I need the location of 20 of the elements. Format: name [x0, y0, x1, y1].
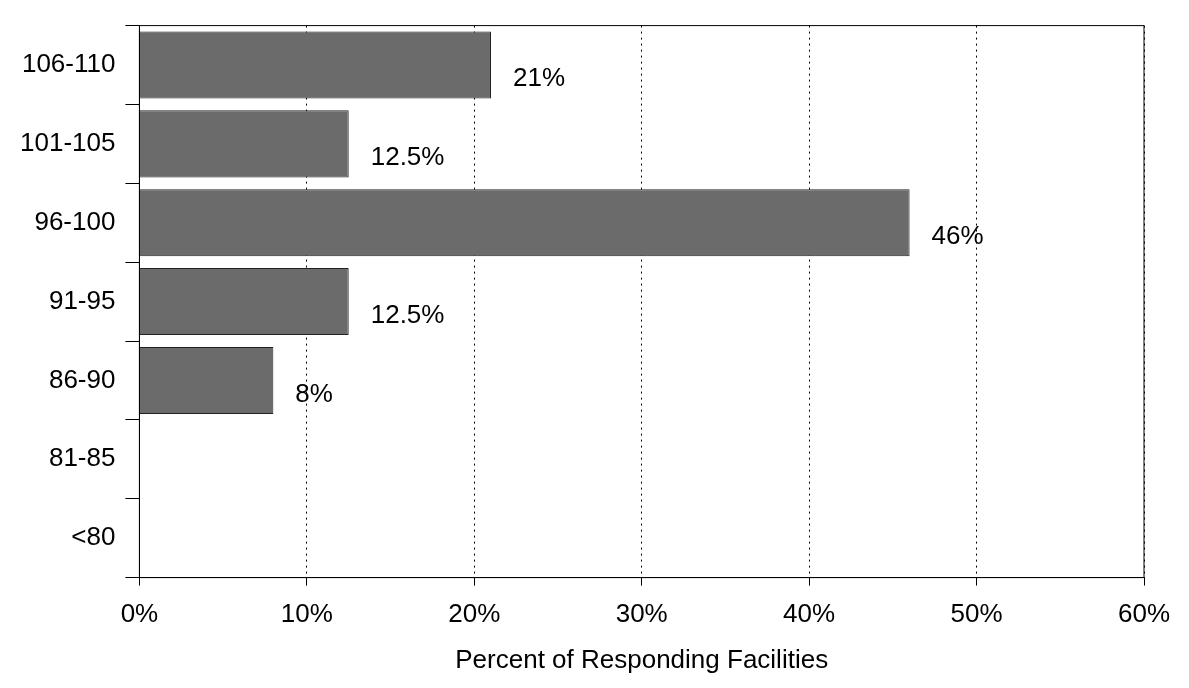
x-tick-label: 40%	[783, 598, 836, 629]
y-tick-label: <80	[71, 521, 116, 552]
data-label: 12.5%	[370, 298, 445, 329]
x-tick-label: 50%	[950, 598, 1003, 629]
x-tick-label: 0%	[120, 598, 159, 629]
x-axis-title: Percent of Responding Facilities	[455, 643, 829, 674]
data-label: 8%	[295, 377, 333, 408]
x-tick-label: 20%	[448, 598, 501, 629]
x-tick-label: 10%	[280, 598, 333, 629]
y-tick-label: 101-105	[20, 127, 116, 158]
y-tick-label: 81-85	[48, 442, 116, 473]
data-label: 46%	[931, 219, 984, 250]
y-tick-label: 91-95	[48, 284, 116, 315]
y-tick-label: 96-100	[34, 205, 116, 236]
y-tick-label: 106-110	[21, 48, 116, 79]
x-tick-label: 30%	[615, 598, 668, 629]
y-tick-label: 86-90	[48, 363, 116, 394]
data-label: 12.5%	[370, 141, 445, 172]
x-tick-label: 60%	[1117, 598, 1171, 629]
data-label: 21%	[513, 62, 566, 93]
